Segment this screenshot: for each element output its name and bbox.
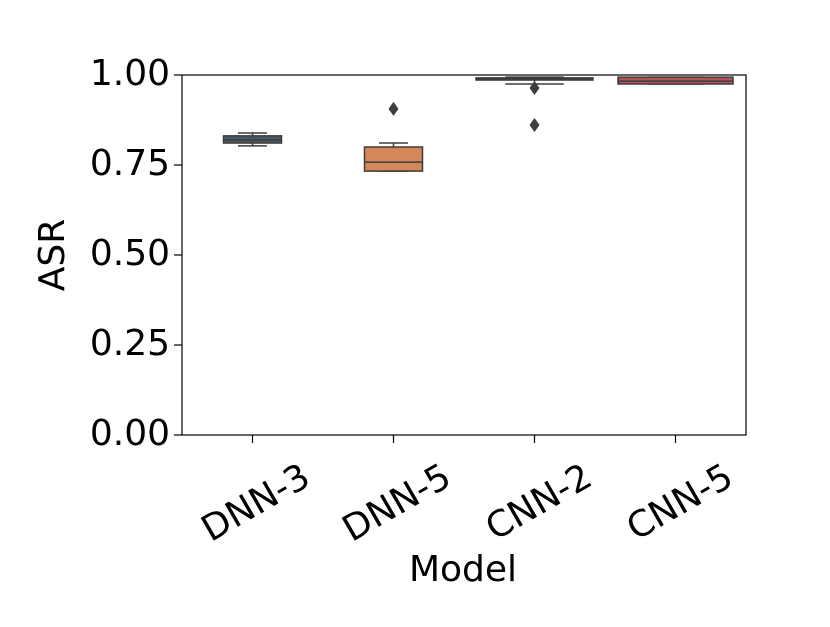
x-tick-label: CNN-5 — [620, 456, 740, 549]
outlier — [388, 101, 399, 116]
y-tick-label: 0.50 — [90, 233, 170, 274]
outlier — [529, 118, 540, 133]
y-tick-label: 1.00 — [90, 53, 170, 94]
y-axis-label: ASR — [32, 219, 73, 292]
y-tick-label: 0.25 — [90, 323, 170, 364]
y-tick-label: 0.00 — [90, 413, 170, 454]
plot-frame — [181, 74, 747, 436]
x-tick-label: CNN-2 — [479, 456, 599, 549]
x-tick-label: DNN-3 — [195, 456, 317, 550]
outlier — [529, 80, 540, 95]
x-tick-label: DNN-5 — [336, 456, 458, 550]
x-axis-label: Model — [409, 549, 517, 590]
y-tick-label: 0.75 — [90, 143, 170, 184]
box — [363, 146, 424, 172]
